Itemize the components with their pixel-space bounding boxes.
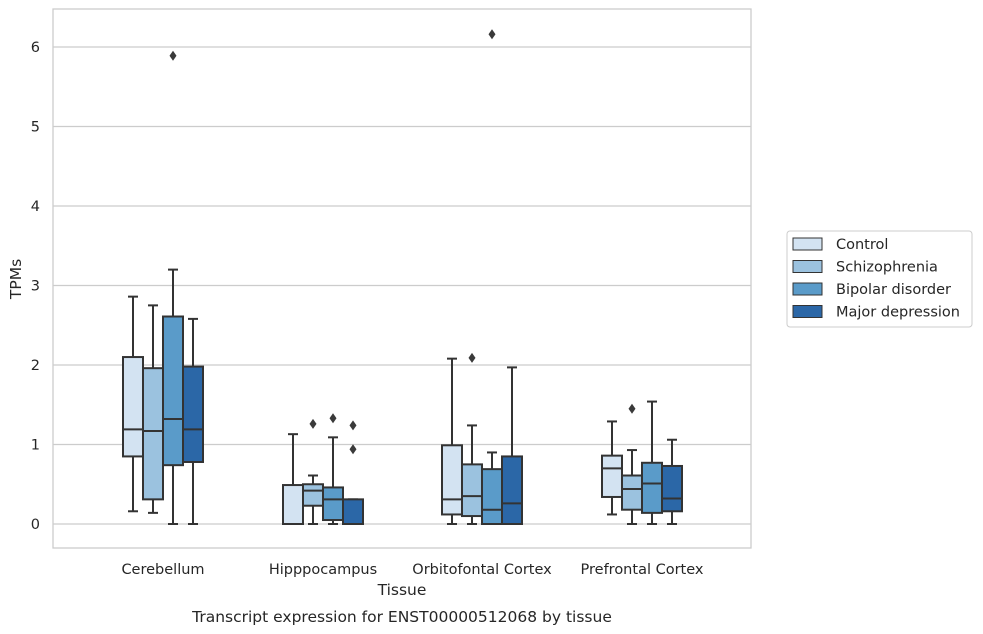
y-axis-ticks: 0 1 2 3 4 5 6 [31, 40, 40, 533]
box-major-depression [501, 366, 523, 525]
legend-label: Schizophrenia [836, 260, 938, 276]
box-body [661, 464, 683, 513]
legend-swatch [792, 260, 823, 273]
box-major-depression [182, 317, 204, 525]
plot-frame [52, 8, 752, 549]
x-tick-label: Prefrontal Cortex [581, 562, 704, 578]
box-schizophrenia [142, 304, 164, 514]
legend-swatch [792, 237, 823, 251]
box-body [481, 468, 503, 525]
legend-label: Bipolar disorder [836, 282, 951, 298]
box-body [501, 455, 523, 525]
box-bipolar-disorder [162, 50, 184, 525]
y-tick-label: 2 [31, 358, 40, 374]
chart-caption: Transcript expression for ENST0000051206… [191, 608, 612, 626]
outlier-point [309, 418, 317, 429]
box-schizophrenia [621, 403, 643, 525]
x-tick-label: Cerebellum [121, 562, 204, 578]
y-tick-label: 4 [31, 199, 40, 215]
legend-swatch [792, 282, 823, 296]
y-tick-label: 1 [31, 438, 40, 454]
box-body [162, 315, 184, 467]
legend-label: Major depression [836, 305, 960, 321]
x-axis-label: Tissue [377, 581, 427, 599]
y-tick-label: 3 [31, 279, 40, 295]
outlier-point [488, 29, 496, 40]
box-control [601, 420, 623, 516]
box-control [122, 295, 144, 513]
box-body [122, 356, 144, 458]
x-tick-label: Orbitofontal Cortex [412, 562, 552, 578]
box-body [621, 474, 643, 511]
box-body [601, 454, 623, 498]
box-bipolar-disorder [641, 400, 663, 525]
box-body [342, 498, 364, 526]
box-schizophrenia [302, 418, 324, 525]
box-bipolar-disorder [322, 413, 344, 525]
box-body [441, 444, 463, 516]
box-body [461, 463, 483, 518]
y-tick-label: 0 [31, 517, 40, 533]
box-body [142, 367, 164, 501]
outlier-point [349, 420, 357, 431]
y-tick-label: 6 [31, 40, 40, 56]
box-control [282, 433, 304, 526]
box-body [641, 461, 663, 514]
box-major-depression [342, 420, 364, 526]
y-axis-label: TPMs [7, 259, 25, 300]
legend-swatch [792, 305, 823, 318]
outlier-point [349, 444, 357, 455]
legend: Control Schizophrenia Bipolar disorder Majo… [786, 230, 973, 328]
legend-label: Control [836, 237, 888, 253]
outlier-point [329, 413, 337, 424]
box-major-depression [661, 438, 683, 525]
x-axis-ticks: Cerebellum Hipppocampus Orbitofontal Corte… [121, 562, 703, 578]
box-body [182, 365, 204, 463]
box-control [441, 357, 463, 525]
x-tick-label: Hipppocampus [269, 562, 377, 578]
y-tick-label: 5 [31, 120, 40, 136]
outlier-point [169, 50, 177, 61]
legend-frame [786, 230, 973, 328]
box-schizophrenia [461, 352, 483, 525]
box-body [302, 483, 324, 507]
box-groups [122, 29, 683, 526]
box-body [322, 486, 344, 522]
outlier-point [468, 352, 476, 363]
box-bipolar-disorder [481, 29, 503, 525]
outlier-point [628, 403, 636, 414]
box-body [282, 484, 304, 526]
